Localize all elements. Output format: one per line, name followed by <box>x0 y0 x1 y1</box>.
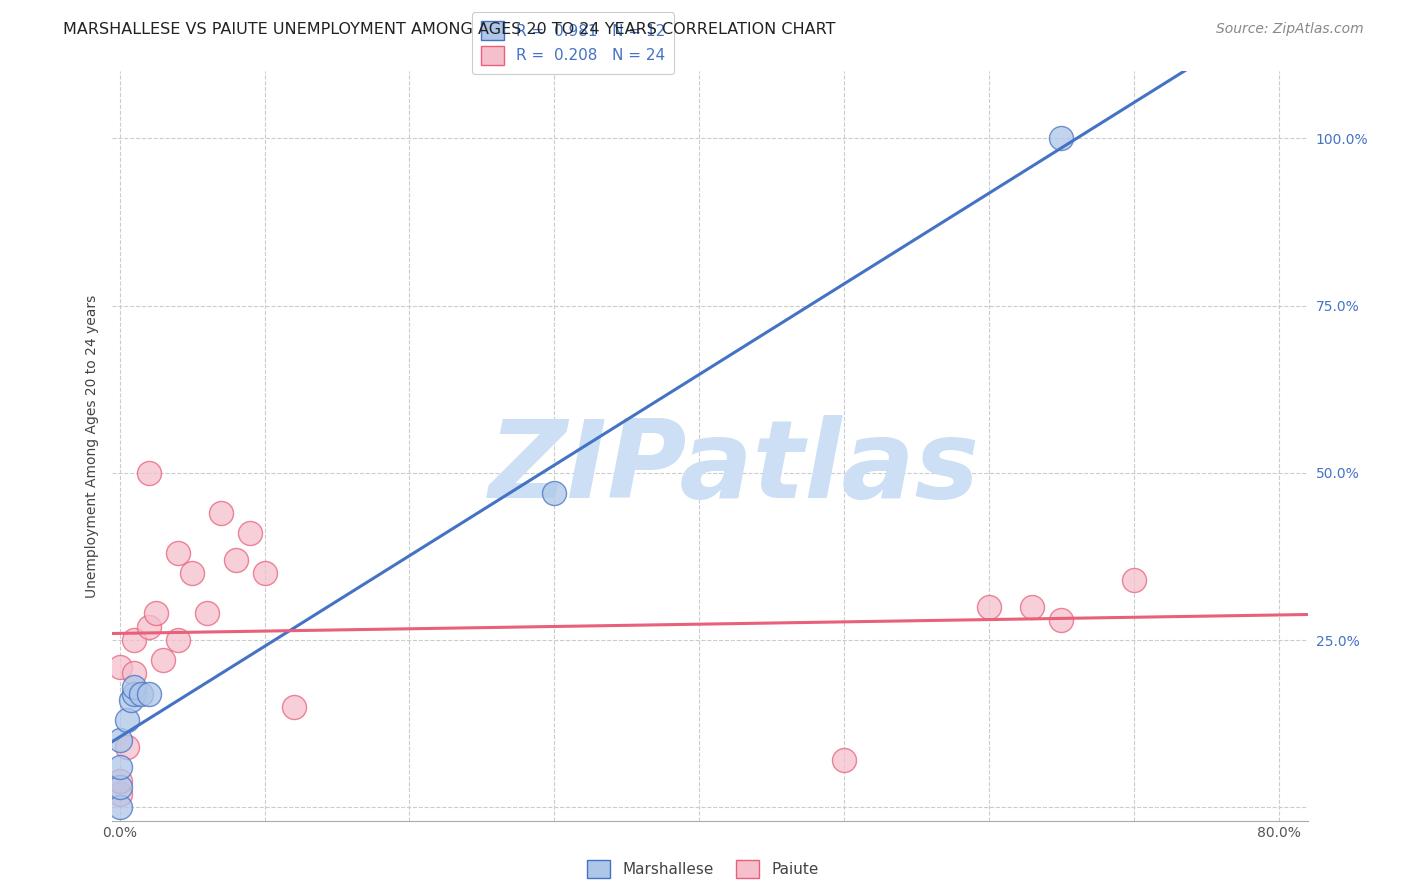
Legend: Marshallese, Paiute: Marshallese, Paiute <box>581 854 825 884</box>
Point <box>1050 613 1073 627</box>
Point <box>543 486 565 500</box>
Text: Source: ZipAtlas.com: Source: ZipAtlas.com <box>1216 22 1364 37</box>
Point <box>1050 131 1073 145</box>
Point <box>283 700 305 714</box>
Point <box>115 740 138 755</box>
Point <box>138 687 160 701</box>
Point <box>166 633 188 648</box>
Point <box>120 693 142 707</box>
Point <box>108 780 131 795</box>
Point <box>166 546 188 560</box>
Point <box>239 526 262 541</box>
Point <box>131 687 153 701</box>
Point <box>832 753 855 767</box>
Point <box>122 633 145 648</box>
Point <box>152 653 174 667</box>
Point <box>195 607 218 621</box>
Point <box>209 506 232 520</box>
Point <box>225 553 247 567</box>
Point <box>138 466 160 480</box>
Point <box>108 733 131 747</box>
Point <box>108 800 131 814</box>
Text: MARSHALLESE VS PAIUTE UNEMPLOYMENT AMONG AGES 20 TO 24 YEARS CORRELATION CHART: MARSHALLESE VS PAIUTE UNEMPLOYMENT AMONG… <box>63 22 835 37</box>
Point <box>122 680 145 694</box>
Y-axis label: Unemployment Among Ages 20 to 24 years: Unemployment Among Ages 20 to 24 years <box>84 294 98 598</box>
Point <box>181 566 204 581</box>
Point <box>108 787 131 801</box>
Point <box>138 620 160 634</box>
Point <box>977 599 1000 614</box>
Point <box>253 566 276 581</box>
Point <box>145 607 167 621</box>
Point <box>1021 599 1043 614</box>
Point <box>108 760 131 774</box>
Point <box>108 660 131 674</box>
Point <box>108 773 131 788</box>
Text: ZIPatlas: ZIPatlas <box>488 416 980 522</box>
Point <box>1122 573 1144 587</box>
Point <box>122 666 145 681</box>
Point <box>115 714 138 728</box>
Point <box>122 687 145 701</box>
